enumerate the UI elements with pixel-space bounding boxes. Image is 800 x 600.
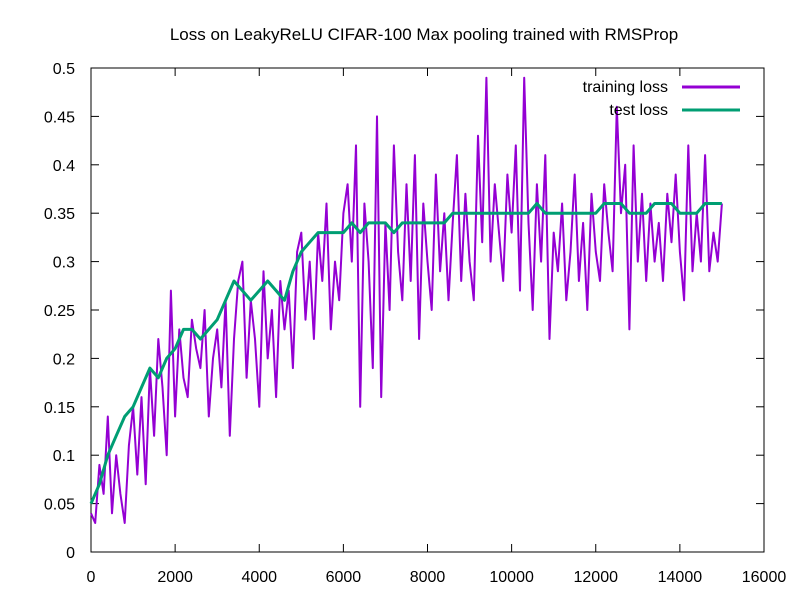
y-tick-label: 0 [66,545,75,562]
y-tick-label: 0.15 [44,400,75,417]
x-tick-label: 8000 [410,569,446,586]
y-tick-label: 0.2 [53,351,75,368]
x-tick-label: 6000 [326,569,362,586]
y-tick-label: 0.25 [44,303,75,320]
axes: 0 2000 4000 6000 8000 10000 12000 14000 16000 0 0.… [44,61,786,586]
x-tick-label: 2000 [157,569,193,586]
y-tick-label: 0.35 [44,206,75,223]
x-tick-label: 10000 [489,569,534,586]
y-tick-label: 0.5 [53,61,75,78]
y-tick-label: 0.05 [44,497,75,514]
legend: training loss test loss [583,79,740,119]
x-tick-label: 4000 [241,569,277,586]
legend-label: training loss [583,79,668,96]
x-tick-label: 12000 [574,569,619,586]
y-tick-label: 0.1 [53,448,75,465]
plot-frame [90,67,765,553]
series-line-training-loss [90,76,723,524]
y-tick-label: 0.4 [53,158,75,175]
x-tick-label: 0 [87,569,96,586]
legend-label: test loss [609,102,668,119]
x-tick-label: 16000 [742,569,787,586]
plot-area [89,76,723,524]
series-line-test-loss [89,202,722,505]
y-tick-label: 0.3 [53,255,75,272]
chart-title: Loss on LeakyReLU CIFAR-100 Max pooling … [170,25,678,44]
x-tick-label: 14000 [658,569,703,586]
y-tick-label: 0.45 [44,109,75,126]
